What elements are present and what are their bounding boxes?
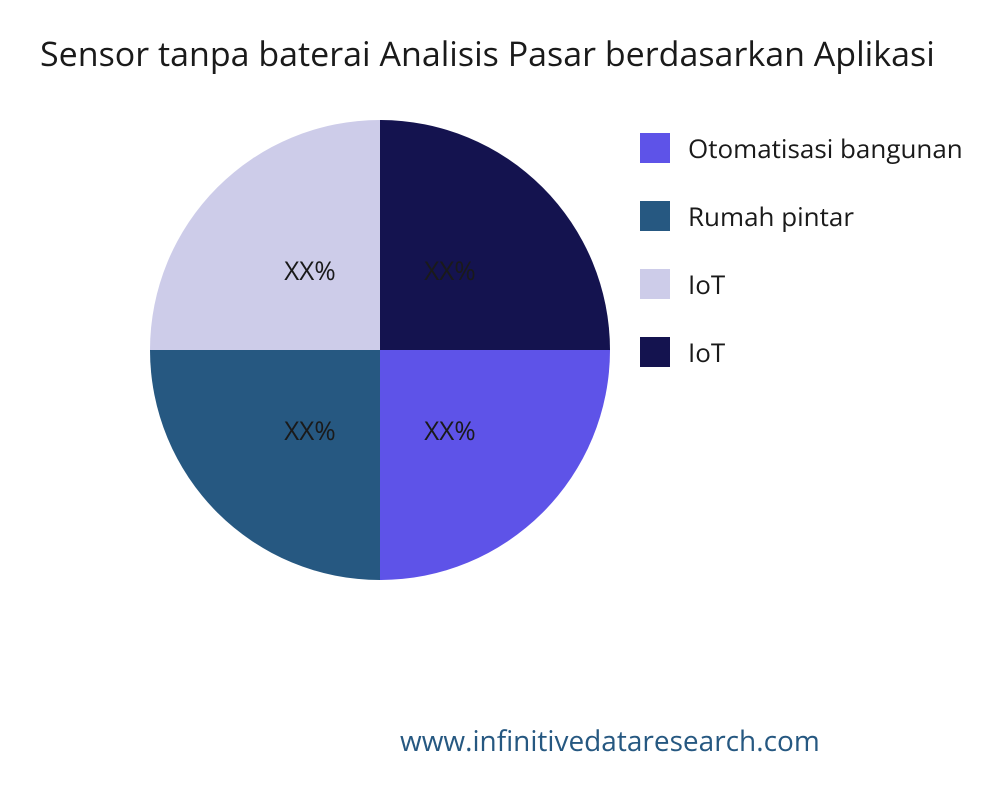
- pie-slice-2: [150, 350, 380, 580]
- pie-slices: [150, 120, 610, 580]
- pie-chart: XX% XX% XX% XX%: [150, 120, 610, 580]
- legend-item-0: Otomatisasi bangunan: [640, 130, 963, 166]
- pie-svg: [150, 120, 610, 580]
- legend: Otomatisasi bangunan Rumah pintar IoT Io…: [640, 130, 963, 370]
- legend-swatch-2: [640, 269, 670, 299]
- legend-label-1: Rumah pintar: [688, 198, 854, 234]
- pie-slice-label-0: XX%: [424, 252, 476, 288]
- pie-slice-label-1: XX%: [424, 412, 476, 448]
- legend-item-3: IoT: [640, 334, 963, 370]
- legend-swatch-1: [640, 201, 670, 231]
- footer-source-link[interactable]: www.infinitivedataresearch.com: [400, 722, 820, 760]
- pie-slice-1: [380, 350, 610, 580]
- legend-label-2: IoT: [688, 266, 725, 302]
- legend-swatch-0: [640, 133, 670, 163]
- chart-title: Sensor tanpa baterai Analisis Pasar berd…: [40, 30, 1000, 76]
- pie-slice-label-2: XX%: [284, 412, 336, 448]
- legend-swatch-3: [640, 337, 670, 367]
- pie-slice-3: [150, 120, 380, 350]
- legend-label-0: Otomatisasi bangunan: [688, 130, 963, 166]
- pie-slice-label-3: XX%: [284, 252, 336, 288]
- legend-item-1: Rumah pintar: [640, 198, 963, 234]
- legend-label-3: IoT: [688, 334, 725, 370]
- pie-slice-0: [380, 120, 610, 350]
- legend-item-2: IoT: [640, 266, 963, 302]
